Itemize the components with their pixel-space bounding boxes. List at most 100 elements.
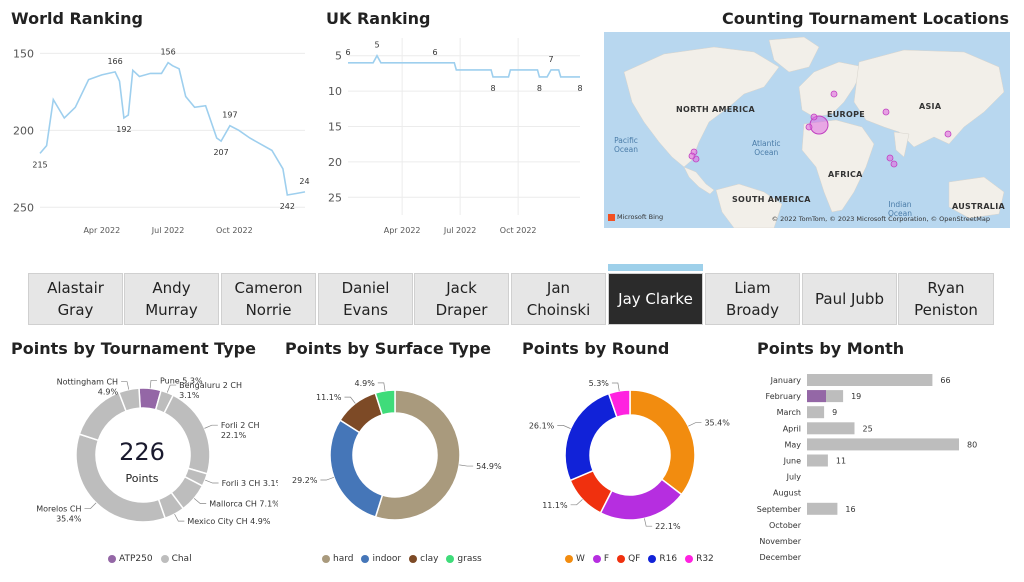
rd-data-label: 26.1% [529,421,555,430]
legend-item[interactable]: F [592,554,609,564]
legend-item[interactable]: grass [446,554,482,564]
map-point[interactable] [944,130,952,138]
world-series-line[interactable] [39,61,306,196]
rd-slice[interactable] [564,392,618,482]
st-leader-line [377,382,386,391]
st-leader-line [344,396,356,404]
rd-slice[interactable] [607,389,631,419]
month-category-label: April [783,424,801,433]
world-data-label: 156 [160,48,175,57]
legend-item[interactable]: clay [409,554,438,564]
month-bar[interactable] [807,438,959,451]
map-label-africa: AFRICA [828,170,863,179]
tournament-type-legend[interactable]: ATP250 Chal [108,554,192,564]
legend-swatch [361,554,370,563]
rd-leader-line [644,518,653,527]
uk-data-label: 5 [374,41,379,50]
legend-item[interactable]: W [565,554,585,564]
slicer-player-label: Cameron Norrie [234,279,303,319]
month-bar-atp250[interactable] [807,390,826,403]
map-credit[interactable]: © 2022 TomTom, © 2023 Microsoft Corporat… [771,215,990,223]
month-bar[interactable] [807,502,838,515]
slicer-player-3[interactable]: Cameron Norrie [221,273,316,325]
world-x-tick: Oct 2022 [216,226,253,235]
map-point[interactable] [688,152,696,160]
legend-swatch [617,554,626,563]
slicer-player-4[interactable]: Daniel Evans [318,273,413,325]
legend-item[interactable]: ATP250 [108,554,153,564]
map-point[interactable] [890,160,898,168]
tournament-type-donut[interactable]: Pune 5.3%Bengaluru 2 CH 3.1% Forli 2 CH 22.… [0,360,278,545]
world-x-tick: Jul 2022 [151,226,185,235]
surface-type-donut[interactable]: 54.9% 29.2% 11.1% 4.9% [280,360,512,545]
legend-swatch [322,554,330,563]
legend-item[interactable]: QF [617,554,640,564]
legend-item[interactable]: hard [322,554,353,564]
map-point[interactable] [830,90,838,98]
month-bar[interactable] [807,406,825,419]
legend-item[interactable]: Chal [160,554,192,564]
surface-type-legend[interactable]: hard indoor clay grass [322,554,482,564]
st-slice[interactable] [374,389,396,416]
world-data-label: 166 [107,57,122,66]
st-slice[interactable] [329,419,384,518]
map-point[interactable] [882,108,890,116]
tt-slice[interactable] [78,391,128,442]
uk-y-tick: 25 [328,191,342,204]
uk-x-tick: Apr 2022 [384,226,421,235]
map-title: Counting Tournament Locations [722,9,1009,28]
slicer-player-label: Daniel Evans [341,279,390,319]
month-bar[interactable] [807,422,855,435]
legend-item[interactable]: R32 [685,554,714,564]
map-point[interactable] [805,123,813,131]
round-legend[interactable]: W F QF R16 R32 [565,554,714,564]
slicer-player-5[interactable]: Jack Draper [414,273,509,325]
legend-label: hard [333,554,354,564]
tt-leader-line [193,498,207,504]
slicer-player-label: Jack Draper [435,279,488,319]
slicer-player-1[interactable]: Alastair Gray [28,273,123,325]
rd-data-label: 11.1% [542,501,568,510]
slicer-player-8[interactable]: Liam Broady [705,273,800,325]
uk-y-tick: 20 [328,156,342,169]
slicer-player-label: Ryan Peniston [914,279,978,319]
slicer-player-6[interactable]: Jan Choinski [511,273,606,325]
slicer-player-9[interactable]: Paul Jubb [802,273,897,325]
month-category-label: January [770,376,802,385]
rd-slice[interactable] [599,478,683,521]
rd-data-label: 35.4% [704,419,730,428]
month-title: Points by Month [757,339,905,358]
round-donut[interactable]: 35.4% 22.1% 11.1% 26.1% 5.3% [514,360,750,545]
month-bar-chart[interactable]: January 66 February 19 March 9 April 25 May 80 Jun… [752,368,1014,568]
slicer-player-10[interactable]: Ryan Peniston [898,273,994,325]
legend-swatch [108,554,116,563]
tt-data-label: Morelos CH 35.4% [36,505,82,524]
legend-swatch [565,554,573,563]
legend-item[interactable]: R16 [648,554,677,564]
round-title: Points by Round [522,339,670,358]
map-point[interactable] [810,113,818,121]
legend-item[interactable]: indoor [361,554,401,564]
month-bar[interactable] [807,454,828,467]
st-slice[interactable] [374,389,461,521]
slicer-player-2[interactable]: Andy Murray [124,273,219,325]
uk-ranking-title: UK Ranking [326,9,431,28]
uk-series-line[interactable] [348,54,580,78]
map-label-australia: AUSTRALIA [952,202,1005,211]
month-bar[interactable] [807,374,933,386]
month-data-label: 19 [851,392,861,401]
st-leader-line [459,464,474,467]
tournament-map[interactable]: NORTH AMERICA EUROPE ASIA AFRICA SOUTH A… [604,32,1010,228]
tt-slice[interactable] [117,387,141,413]
tt-data-label: Nottingham CH 4.9% [57,378,119,397]
slicer-player-7[interactable]: Jay Clarke [608,273,703,325]
world-ranking-chart[interactable]: 150 200 250 Apr 2022 Jul 2022 Oct 2022 215 166 1… [0,30,310,245]
legend-label: R16 [659,554,678,564]
map-point[interactable] [886,154,894,162]
tournament-type-title: Points by Tournament Type [11,339,256,358]
map-label-asia: ASIA [919,102,942,111]
tt-leader-line [204,424,218,429]
rd-slice[interactable] [629,389,696,496]
slicer-player-label: Alastair Gray [47,279,104,319]
